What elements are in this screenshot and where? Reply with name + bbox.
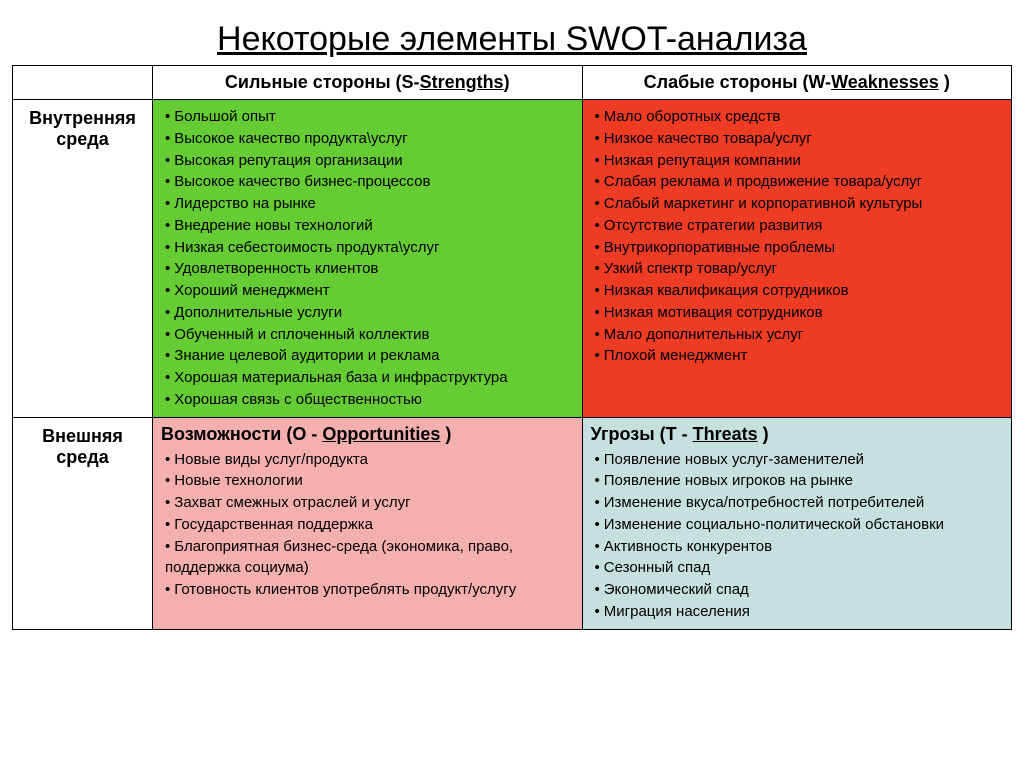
header-weaknesses-abbr: Weaknesses <box>831 72 939 92</box>
list-item: Низкое качество товара/услуг <box>595 128 1004 150</box>
list-item: Низкая репутация компании <box>595 150 1004 172</box>
subheader-opportunities-abbr: Opportunities <box>322 424 440 444</box>
label-external: Внешняясреда <box>13 417 153 629</box>
list-item: Слабая реклама и продвижение товара/услу… <box>595 171 1004 193</box>
subheader-threats-suffix: ) <box>758 424 769 444</box>
subheader-threats-abbr: Threats <box>693 424 758 444</box>
cell-weaknesses: Мало оборотных средствНизкое качество то… <box>582 100 1012 418</box>
list-item: Государственная поддержка <box>165 514 574 536</box>
list-item: Новые виды услуг/продукта <box>165 449 574 471</box>
page-title: Некоторые элементы SWOT-анализа <box>12 20 1012 59</box>
list-item: Появление новых игроков на рынке <box>595 470 1004 492</box>
header-weaknesses: Слабые стороны (W-Weaknesses ) <box>582 66 1012 100</box>
list-item: Слабый маркетинг и корпоративной культур… <box>595 193 1004 215</box>
list-item: Низкая квалификация сотрудников <box>595 280 1004 302</box>
list-item: Лидерство на рынке <box>165 193 574 215</box>
list-item: Внедрение новы технологий <box>165 215 574 237</box>
subheader-opportunities: Возможности (O - Opportunities ) <box>161 424 574 445</box>
swot-table: Сильные стороны (S-Strengths) Слабые сто… <box>12 65 1012 630</box>
list-item: Готовность клиентов употреблять продукт/… <box>165 579 574 601</box>
subheader-opportunities-suffix: ) <box>440 424 451 444</box>
list-item: Высокое качество продукта\услуг <box>165 128 574 150</box>
list-item: Дополнительные услуги <box>165 302 574 324</box>
list-item: Плохой менеджмент <box>595 345 1004 367</box>
list-item: Сезонный спад <box>595 557 1004 579</box>
list-item: Мало оборотных средств <box>595 106 1004 128</box>
list-item: Большой опыт <box>165 106 574 128</box>
external-row: Внешняясреда Возможности (O - Opportunit… <box>13 417 1012 629</box>
list-item: Появление новых услуг-заменителей <box>595 449 1004 471</box>
list-item: Низкая мотивация сотрудников <box>595 302 1004 324</box>
header-strengths-suffix: ) <box>504 72 510 92</box>
subheader-threats-prefix: Угрозы (T - <box>591 424 693 444</box>
list-item: Захват смежных отраслей и услуг <box>165 492 574 514</box>
header-strengths-prefix: Сильные стороны (S- <box>225 72 420 92</box>
list-item: Хорошая материальная база и инфраструкту… <box>165 367 574 389</box>
list-item: Отсутствие стратегии развития <box>595 215 1004 237</box>
internal-row: Внутренняясреда Большой опытВысокое каче… <box>13 100 1012 418</box>
list-item: Обученный и сплоченный коллектив <box>165 324 574 346</box>
cell-threats: Угрозы (T - Threats ) Появление новых ус… <box>582 417 1012 629</box>
header-strengths-abbr: Strengths <box>420 72 504 92</box>
list-item: Активность конкурентов <box>595 536 1004 558</box>
list-item: Изменение вкуса/потребностей потребителе… <box>595 492 1004 514</box>
list-item: Миграция населения <box>595 601 1004 623</box>
header-weaknesses-prefix: Слабые стороны (W- <box>644 72 831 92</box>
list-item: Высокая репутация организации <box>165 150 574 172</box>
header-empty <box>13 66 153 100</box>
list-item: Внутрикорпоративные проблемы <box>595 237 1004 259</box>
list-strengths: Большой опытВысокое качество продукта\ус… <box>161 106 574 411</box>
list-item: Хорошая связь с общественностью <box>165 389 574 411</box>
list-item: Высокое качество бизнес-процессов <box>165 171 574 193</box>
list-item: Низкая себестоимость продукта\услуг <box>165 237 574 259</box>
list-item: Новые технологии <box>165 470 574 492</box>
list-weaknesses: Мало оборотных средствНизкое качество то… <box>591 106 1004 367</box>
label-internal: Внутренняясреда <box>13 100 153 418</box>
list-item: Мало дополнительных услуг <box>595 324 1004 346</box>
list-item: Узкий спектр товар/услуг <box>595 258 1004 280</box>
list-item: Изменение социально-политической обстано… <box>595 514 1004 536</box>
list-item: Экономический спад <box>595 579 1004 601</box>
header-strengths: Сильные стороны (S-Strengths) <box>153 66 583 100</box>
cell-opportunities: Возможности (O - Opportunities ) Новые в… <box>153 417 583 629</box>
subheader-threats: Угрозы (T - Threats ) <box>591 424 1004 445</box>
list-item: Благоприятная бизнес-среда (экономика, п… <box>165 536 574 580</box>
list-threats: Появление новых услуг-заменителейПоявлен… <box>591 449 1004 623</box>
cell-strengths: Большой опытВысокое качество продукта\ус… <box>153 100 583 418</box>
list-item: Хороший менеджмент <box>165 280 574 302</box>
list-opportunities: Новые виды услуг/продуктаНовые технологи… <box>161 449 574 601</box>
subheader-opportunities-prefix: Возможности (O - <box>161 424 322 444</box>
header-weaknesses-suffix: ) <box>939 72 950 92</box>
header-row: Сильные стороны (S-Strengths) Слабые сто… <box>13 66 1012 100</box>
list-item: Удовлетворенность клиентов <box>165 258 574 280</box>
list-item: Знание целевой аудитории и реклама <box>165 345 574 367</box>
